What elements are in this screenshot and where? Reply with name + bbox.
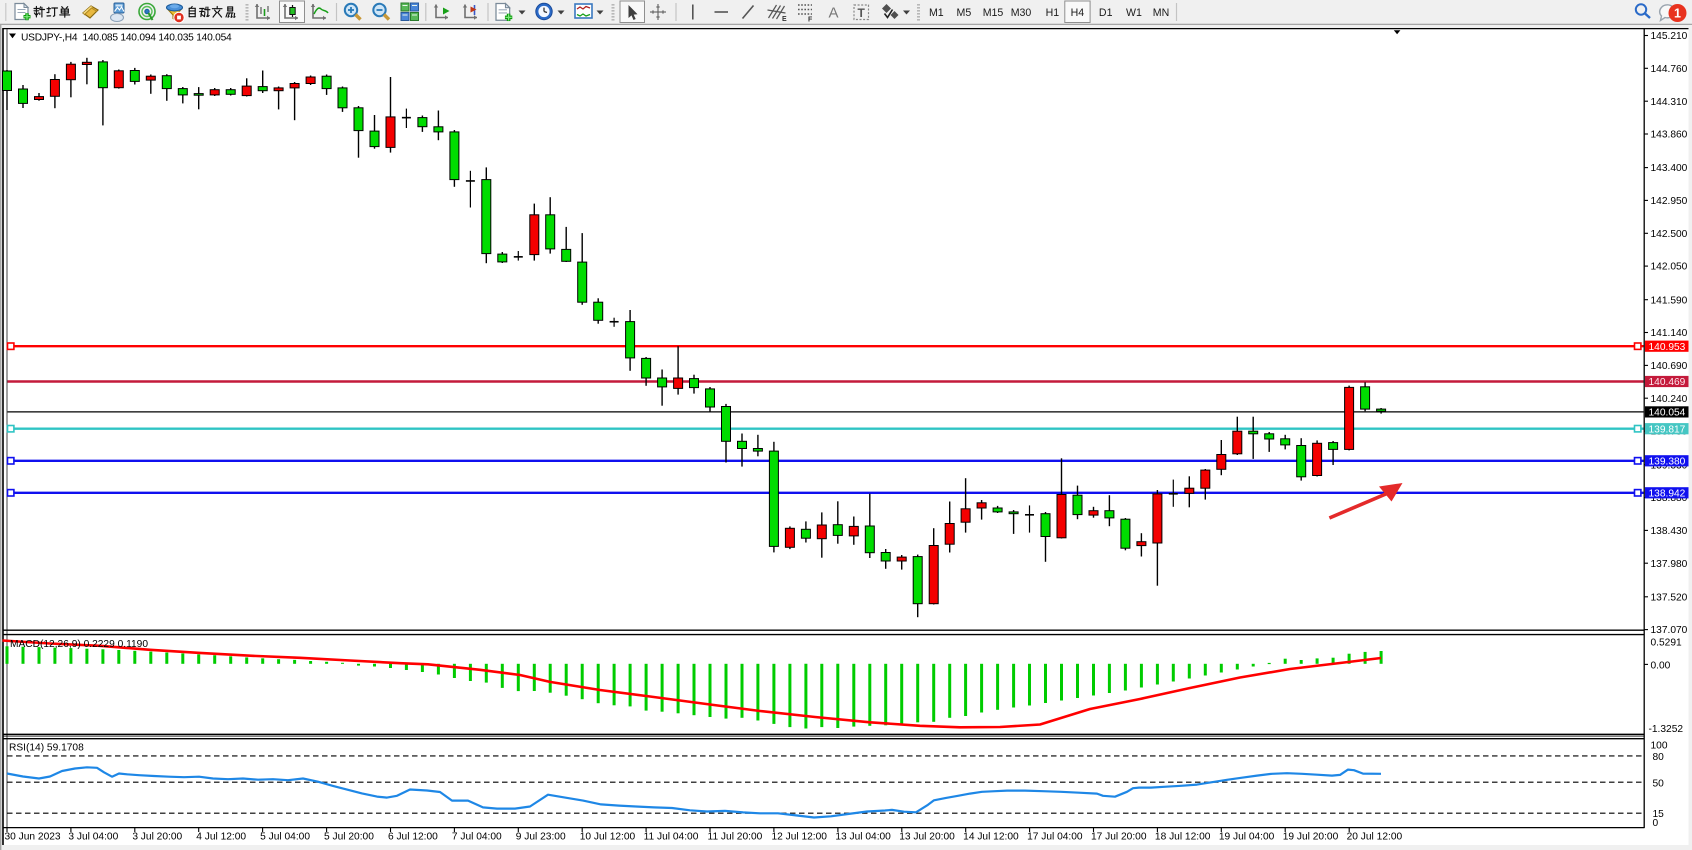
svg-text:USDJPY-,H4 140.085 140.094 14: USDJPY-,H4 140.085 140.094 140.035 140.0… — [21, 33, 232, 44]
svg-text:17 Jul 04:00: 17 Jul 04:00 — [1027, 832, 1083, 843]
svg-text:137.980: 137.980 — [1651, 559, 1688, 570]
svg-text:19 Jul 04:00: 19 Jul 04:00 — [1219, 832, 1275, 843]
svg-text:12 Jul 12:00: 12 Jul 12:00 — [771, 832, 827, 843]
svg-text:144.760: 144.760 — [1651, 64, 1688, 75]
svg-text:W1: W1 — [1126, 7, 1142, 19]
svg-text:143.860: 143.860 — [1651, 130, 1688, 141]
svg-text:MACD(12,26,9) 0.2229 0.1190: MACD(12,26,9) 0.2229 0.1190 — [10, 639, 148, 650]
svg-text:143.400: 143.400 — [1651, 163, 1688, 174]
svg-text:30 Jun 2023: 30 Jun 2023 — [5, 832, 61, 843]
svg-text:137.070: 137.070 — [1651, 625, 1688, 636]
svg-text:138.942: 138.942 — [1649, 489, 1686, 500]
svg-text:5 Jul 04:00: 5 Jul 04:00 — [260, 832, 310, 843]
svg-text:9 Jul 23:00: 9 Jul 23:00 — [516, 832, 566, 843]
svg-text:137.520: 137.520 — [1651, 592, 1688, 603]
svg-text:0.5291: 0.5291 — [1651, 638, 1682, 649]
svg-text:A: A — [829, 5, 839, 22]
svg-text:20 Jul 12:00: 20 Jul 12:00 — [1347, 832, 1403, 843]
svg-text:142.950: 142.950 — [1651, 196, 1688, 207]
svg-text:5 Jul 20:00: 5 Jul 20:00 — [324, 832, 374, 843]
svg-text:6 Jul 12:00: 6 Jul 12:00 — [388, 832, 438, 843]
svg-text:140.469: 140.469 — [1649, 377, 1686, 388]
svg-text:144.310: 144.310 — [1651, 97, 1688, 108]
svg-text:M15: M15 — [983, 7, 1004, 19]
svg-text:18 Jul 12:00: 18 Jul 12:00 — [1155, 832, 1211, 843]
svg-text:140.054: 140.054 — [1649, 408, 1686, 419]
svg-text:13 Jul 04:00: 13 Jul 04:00 — [835, 832, 891, 843]
svg-text:140.240: 140.240 — [1651, 394, 1688, 405]
svg-text:MN: MN — [1153, 7, 1169, 19]
svg-text:11 Jul 20:00: 11 Jul 20:00 — [708, 832, 763, 843]
svg-text:-1.3252: -1.3252 — [1649, 724, 1684, 735]
svg-text:13 Jul 20:00: 13 Jul 20:00 — [899, 832, 955, 843]
svg-text:H4: H4 — [1071, 7, 1085, 19]
svg-text:139.380: 139.380 — [1649, 457, 1686, 468]
svg-text:7 Jul 04:00: 7 Jul 04:00 — [452, 832, 502, 843]
svg-text:19 Jul 20:00: 19 Jul 20:00 — [1283, 832, 1339, 843]
svg-text:0: 0 — [1653, 818, 1659, 829]
svg-text:M5: M5 — [957, 7, 972, 19]
svg-text:H1: H1 — [1046, 7, 1060, 19]
svg-text:140.690: 140.690 — [1651, 361, 1688, 372]
svg-text:142.500: 142.500 — [1651, 229, 1688, 240]
svg-text:139.817: 139.817 — [1649, 424, 1686, 435]
svg-text:100: 100 — [1651, 741, 1668, 752]
svg-text:140.953: 140.953 — [1649, 342, 1686, 353]
svg-text:M1: M1 — [929, 7, 944, 19]
svg-text:4 Jul 12:00: 4 Jul 12:00 — [196, 832, 246, 843]
svg-text:D1: D1 — [1099, 7, 1113, 19]
svg-text:F: F — [808, 17, 813, 24]
svg-text:141.590: 141.590 — [1651, 295, 1688, 306]
svg-text:80: 80 — [1653, 752, 1665, 763]
svg-text:T: T — [858, 6, 866, 20]
svg-text:145.210: 145.210 — [1651, 31, 1688, 42]
svg-text:RSI(14) 59.1708: RSI(14) 59.1708 — [9, 743, 84, 754]
svg-text:0.00: 0.00 — [1651, 660, 1671, 671]
svg-text:E: E — [782, 16, 787, 23]
svg-text:3 Jul 20:00: 3 Jul 20:00 — [132, 832, 182, 843]
svg-text:141.140: 141.140 — [1651, 328, 1688, 339]
svg-text:15: 15 — [1653, 809, 1665, 820]
svg-text:17 Jul 20:00: 17 Jul 20:00 — [1091, 832, 1147, 843]
svg-text:138.430: 138.430 — [1651, 526, 1688, 537]
svg-text:10 Jul 12:00: 10 Jul 12:00 — [580, 832, 636, 843]
svg-text:142.050: 142.050 — [1651, 262, 1688, 273]
svg-text:11 Jul 04:00: 11 Jul 04:00 — [644, 832, 699, 843]
svg-text:138.880: 138.880 — [1651, 493, 1688, 504]
svg-text:1: 1 — [1674, 7, 1681, 21]
svg-text:14 Jul 12:00: 14 Jul 12:00 — [963, 832, 1019, 843]
svg-text:M30: M30 — [1011, 7, 1032, 19]
svg-text:3 Jul 04:00: 3 Jul 04:00 — [68, 832, 118, 843]
svg-text:50: 50 — [1653, 779, 1665, 790]
